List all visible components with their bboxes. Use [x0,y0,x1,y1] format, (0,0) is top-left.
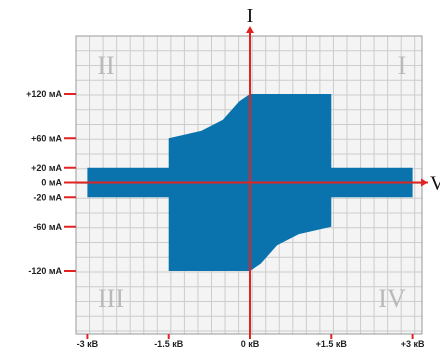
y-tick-label: -20 мА [33,192,62,202]
x-tick-label: -1.5 кВ [154,339,184,349]
x-tick-marks: -3 кВ -1.5 кВ 0 кВ +1.5 кВ +3 кВ [77,334,425,349]
x-tick-label: -3 кВ [77,339,99,349]
y-tick-marks: +120 мА +60 мА +20 мА 0 мА -20 мА -60 мА -120 … [26,89,76,276]
x-tick-label: +3 кВ [401,339,425,349]
y-tick-label: -60 мА [33,222,62,232]
axes [70,26,428,334]
x-tick-label: 0 кВ [241,339,260,349]
quadrant-label-i: I [398,51,407,80]
y-axis-arrow [246,26,254,33]
y-tick-label: +20 мА [31,163,62,173]
y-axis-label: I [247,5,254,27]
quadrant-label-iv: IV [378,284,406,313]
y-tick-label: 0 мА [41,178,62,188]
quadrant-label-iii: III [98,284,124,313]
x-axis-label: V [430,173,440,195]
x-axis-arrow [421,178,428,187]
y-tick-label: +120 мА [26,89,62,99]
x-tick-label: +1.5 кВ [316,339,348,349]
y-tick-label: +60 мА [31,133,62,143]
quadrant-label-ii: II [97,51,114,80]
y-tick-label: -120 мА [28,266,62,276]
